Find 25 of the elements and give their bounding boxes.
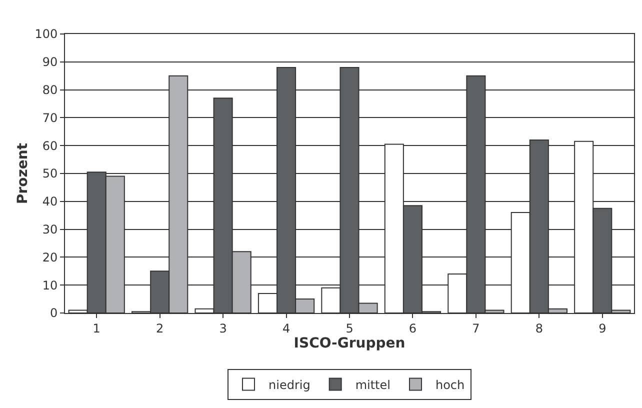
legend-label: mittel	[355, 378, 390, 392]
x-tick-label: 8	[535, 321, 543, 336]
x-tick-label: 9	[598, 321, 606, 336]
x-axis-title: ISCO-Gruppen	[294, 335, 406, 352]
y-tick-label: 0	[50, 306, 58, 320]
y-tick-label: 30	[42, 222, 58, 236]
y-tick-label: 80	[42, 83, 58, 97]
y-tick-label: 70	[42, 110, 58, 125]
y-tick-label: 90	[42, 55, 58, 70]
x-tick-label: 7	[472, 321, 480, 336]
x-tick-label: 5	[346, 321, 354, 336]
y-tick-label: 10	[42, 278, 58, 292]
x-tick-label: 1	[92, 321, 100, 336]
legend-label: niedrig	[268, 378, 310, 392]
x-tick-label: 6	[408, 321, 417, 336]
y-tick-label: 20	[42, 250, 58, 264]
x-tick-label: 4	[282, 321, 290, 336]
y-tick-label: 40	[42, 194, 58, 209]
x-tick-label: 2	[156, 321, 164, 336]
y-tick-label: 100	[34, 27, 58, 42]
y-tick-label: 50	[42, 166, 58, 181]
x-tick-label: 3	[219, 321, 227, 336]
y-tick-label: 60	[42, 138, 58, 153]
y-axis-title: Prozent	[15, 142, 31, 204]
legend-label: hoch	[435, 378, 465, 392]
